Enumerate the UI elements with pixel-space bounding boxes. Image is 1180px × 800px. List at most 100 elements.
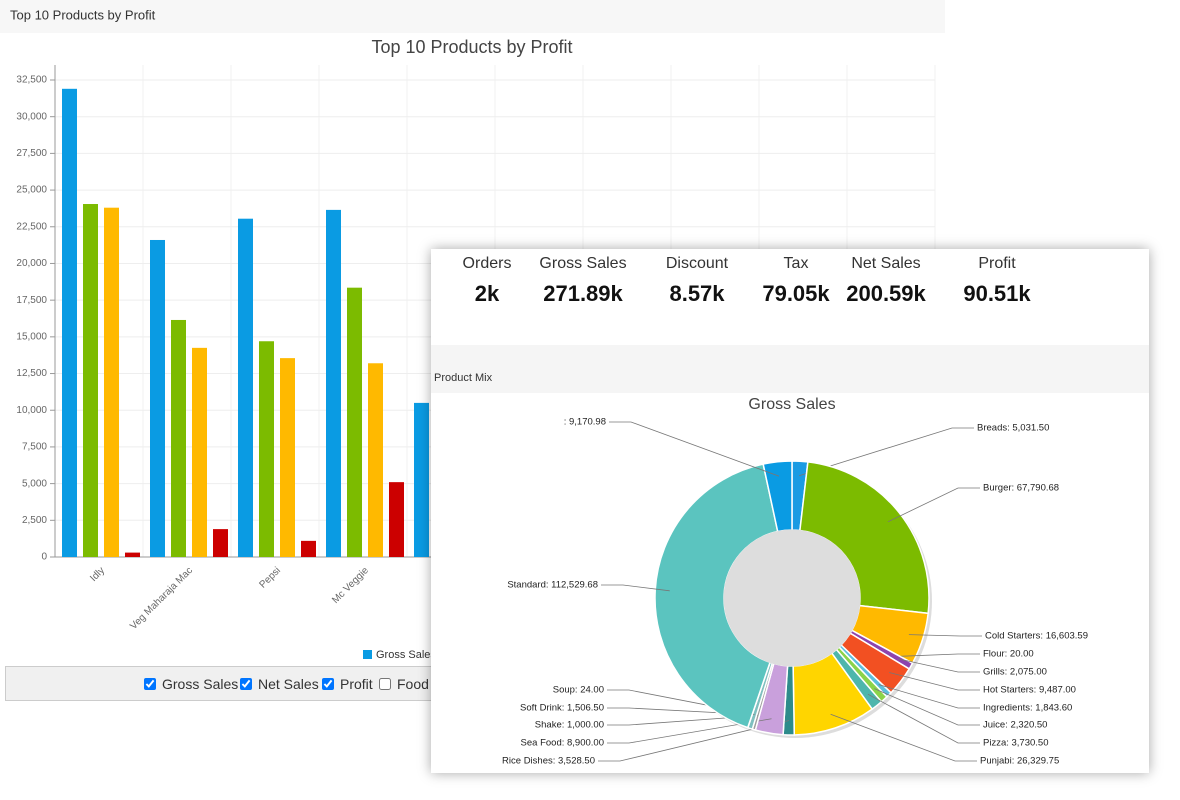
checkbox-label: Gross Sales	[162, 676, 239, 692]
series-toggle[interactable]: Gross Sales	[144, 676, 238, 692]
y-tick-label: 32,500	[16, 75, 47, 86]
leader-line	[609, 421, 780, 477]
slice-label: Shake: 1,000.00	[535, 720, 604, 731]
leader-line	[830, 713, 977, 762]
series-toggle[interactable]: Profit	[322, 676, 373, 692]
kpi: Profit 90.51k	[942, 255, 1052, 307]
kpi: Discount 8.57k	[642, 255, 752, 307]
legend-label: Gross Sales	[376, 649, 436, 661]
kpi-label: Net Sales	[851, 255, 921, 272]
slice-label: Cold Starters: 16,603.59	[985, 631, 1088, 642]
chart-title: Top 10 Products by Profit	[371, 37, 572, 57]
bar	[259, 341, 274, 557]
slice-label: Ingredients: 1,843.60	[983, 703, 1072, 714]
bar	[389, 482, 404, 557]
checkbox-label: Food	[397, 676, 429, 692]
y-tick-label: 25,000	[16, 185, 47, 196]
kpi-label: Gross Sales	[539, 255, 627, 272]
bar	[104, 207, 119, 558]
checkbox[interactable]	[240, 678, 252, 690]
donut-chart: Gross Sales Breads: 5,031.50 Burger: 67,7…	[502, 396, 1088, 767]
leader-line	[798, 427, 974, 477]
y-tick-label: 7,500	[22, 442, 47, 453]
kpi-label: Profit	[978, 255, 1016, 272]
leader-line	[878, 684, 980, 709]
slice-label: Flour: 20.00	[983, 649, 1034, 660]
y-tick-label: 10,000	[16, 405, 47, 416]
bar	[192, 347, 207, 557]
kpi-label: Discount	[665, 255, 729, 272]
leader-line	[874, 688, 980, 726]
bar	[171, 319, 186, 557]
slice-label: : 9,170.98	[564, 417, 606, 428]
slice-label: Breads: 5,031.50	[977, 423, 1049, 434]
kpi-value: 271.89k	[543, 281, 623, 306]
leader-line	[908, 634, 982, 637]
slice-label: Soup: 24.00	[553, 685, 604, 696]
y-tick-label: 30,000	[16, 111, 47, 122]
slice-label: Pizza: 3,730.50	[983, 738, 1049, 749]
leader-line	[898, 658, 980, 673]
leader-line	[607, 718, 772, 744]
summary-panel: Product Mix Gross Sales Breads: 5,031.50…	[431, 249, 1149, 773]
y-tick-label: 27,500	[16, 148, 47, 159]
kpi-label: Tax	[783, 255, 809, 272]
bar	[280, 358, 295, 557]
leader-line	[607, 715, 758, 726]
product-mix-header: Product Mix	[431, 345, 1149, 393]
bar	[368, 363, 383, 557]
kpi-value: 2k	[474, 281, 500, 306]
slice-label: Punjabi: 26,329.75	[980, 756, 1059, 767]
checkbox-label: Profit	[340, 676, 373, 692]
y-tick-label: 20,000	[16, 258, 47, 269]
series-toggle[interactable]: Food	[379, 676, 429, 692]
y-tick-label: 17,500	[16, 295, 47, 306]
bar	[213, 529, 228, 557]
bar	[301, 540, 316, 557]
kpi-value: 79.05k	[762, 281, 830, 306]
slice-label: Rice Dishes: 3,528.50	[502, 756, 595, 767]
slice-label: Soft Drink: 1,506.50	[520, 703, 604, 714]
product-mix-title: Product Mix	[434, 372, 493, 384]
bar	[150, 239, 165, 557]
slice-label: Hot Starters: 9,487.00	[983, 685, 1076, 696]
checkbox[interactable]	[144, 678, 156, 690]
kpi: Orders 2k	[432, 255, 542, 307]
bar	[238, 218, 253, 557]
bar	[326, 209, 341, 558]
kpi-value: 8.57k	[669, 281, 725, 306]
kpi-value: 90.51k	[963, 281, 1031, 306]
series-toggle[interactable]: Net Sales	[240, 676, 319, 692]
slice-label: Juice: 2,320.50	[983, 720, 1047, 731]
legend-swatch	[363, 650, 372, 659]
kpi: Gross Sales 271.89k	[528, 255, 638, 307]
slice-label: Burger: 67,790.68	[983, 483, 1059, 494]
y-tick-label: 12,500	[16, 368, 47, 379]
kpi: Net Sales 200.59k	[831, 255, 941, 307]
checkbox-label: Net Sales	[258, 676, 319, 692]
slice-label: Sea Food: 8,900.00	[521, 738, 604, 749]
donut-inner-shadow	[723, 529, 861, 667]
leader-line	[607, 707, 755, 716]
bar	[83, 204, 98, 557]
kpi-value: 200.59k	[846, 281, 926, 306]
donut-title: Gross Sales	[748, 396, 835, 413]
panel-title: Top 10 Products by Profit	[10, 7, 156, 22]
y-tick-label: 22,500	[16, 221, 47, 232]
kpi-label: Orders	[462, 255, 512, 272]
leader-line	[867, 693, 980, 744]
bar	[62, 88, 77, 557]
slice-label: Grills: 2,075.00	[983, 667, 1047, 678]
leader-line	[887, 487, 980, 523]
checkbox[interactable]	[379, 678, 391, 690]
bar	[414, 402, 429, 557]
leader-line	[889, 672, 980, 691]
checkbox[interactable]	[322, 678, 334, 690]
kpi: Tax 79.05k	[741, 255, 851, 307]
slice-label: Standard: 112,529.68	[507, 580, 598, 591]
bar	[347, 287, 362, 557]
leader-line	[899, 653, 980, 657]
panel-header	[0, 0, 945, 33]
bar	[125, 552, 140, 557]
